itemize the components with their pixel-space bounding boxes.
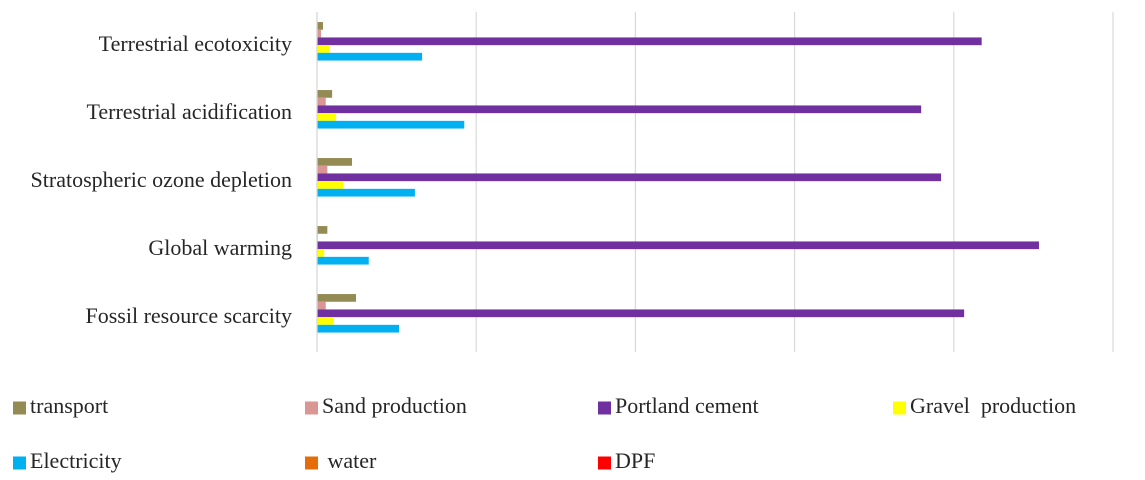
legend-swatch xyxy=(893,401,906,415)
bar xyxy=(317,90,333,98)
bar xyxy=(317,52,423,61)
legend-label: Electricity xyxy=(30,448,122,473)
legend-label: DPF xyxy=(615,448,655,473)
bar xyxy=(317,158,353,166)
legend-label: Gravel production xyxy=(910,393,1076,418)
legend-swatch xyxy=(13,401,26,415)
legend-label: water xyxy=(322,448,377,473)
legend-label: Sand production xyxy=(322,393,467,418)
bar xyxy=(317,188,415,197)
bar xyxy=(317,181,344,189)
bar xyxy=(317,29,321,38)
bar xyxy=(317,45,330,53)
bar xyxy=(317,317,334,325)
bar xyxy=(317,301,326,310)
y-tick-label: Fossil resource scarcity xyxy=(86,303,293,328)
legend-label: Portland cement xyxy=(615,393,759,418)
y-tick-label: Terrestrial acidification xyxy=(86,99,292,124)
bar xyxy=(317,226,328,234)
bar xyxy=(317,241,1039,250)
bar xyxy=(317,22,323,30)
bar xyxy=(317,173,942,182)
bar xyxy=(317,294,357,302)
bar xyxy=(317,165,328,174)
legend-swatch xyxy=(13,456,26,470)
y-tick-label: Terrestrial ecotoxicity xyxy=(99,31,292,56)
bar xyxy=(317,37,982,46)
bar xyxy=(317,120,465,129)
bar xyxy=(317,324,399,333)
bar xyxy=(317,97,326,106)
y-tick-label: Global warming xyxy=(148,235,292,260)
bar xyxy=(317,105,922,114)
legend-swatch xyxy=(305,401,318,415)
legend-swatch xyxy=(305,456,318,470)
bar xyxy=(317,249,325,257)
legend-swatch xyxy=(598,401,611,415)
legend-label: transport xyxy=(30,393,108,418)
bar xyxy=(317,309,965,318)
legend-swatch xyxy=(598,456,611,470)
bar xyxy=(317,113,337,121)
y-tick-label: Stratospheric ozone depletion xyxy=(31,167,292,192)
bar xyxy=(317,256,369,265)
